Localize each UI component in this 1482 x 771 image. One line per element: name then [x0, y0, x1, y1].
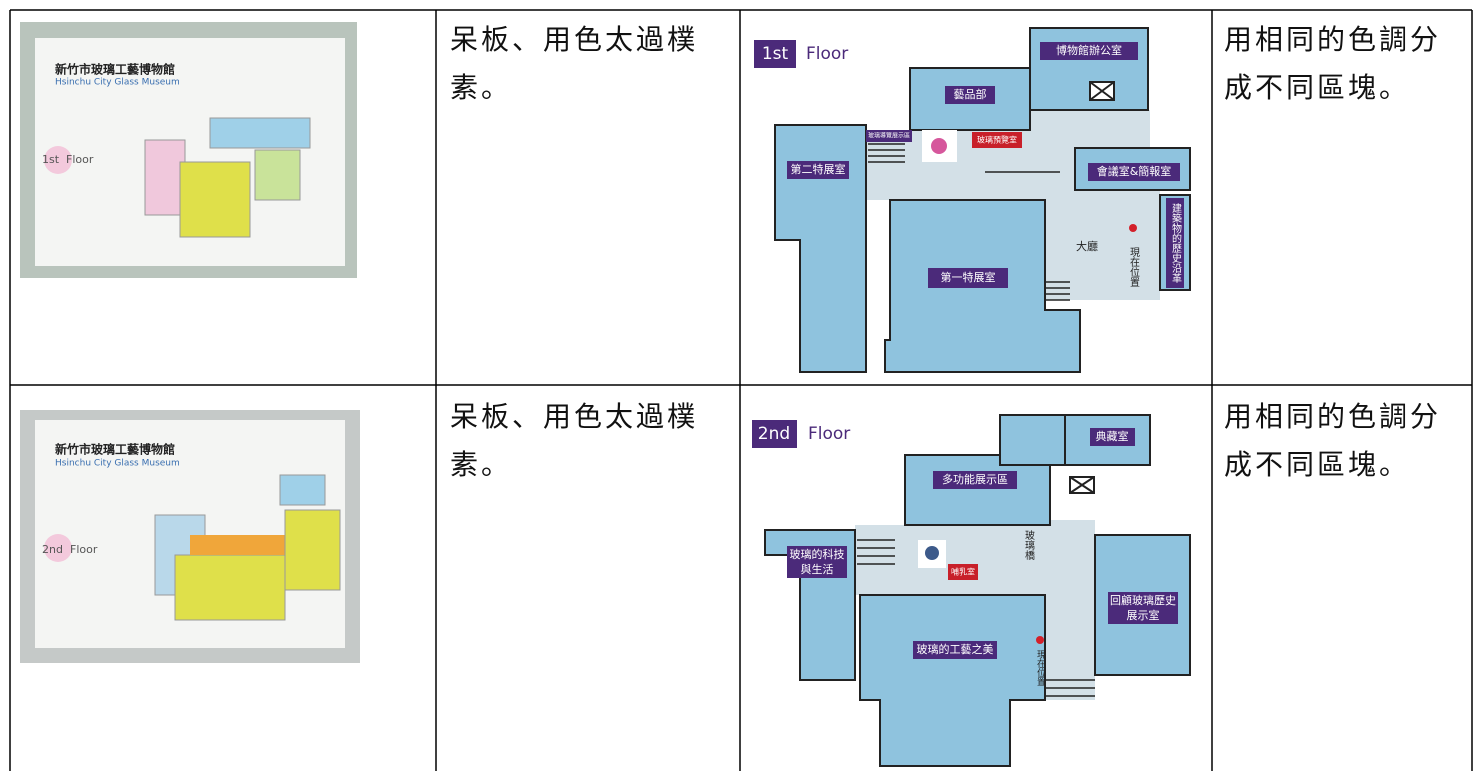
- critique: 呆板、用色太過樸素。: [450, 400, 699, 481]
- suggestion: 用相同的色調分成不同區塊。: [1224, 400, 1442, 481]
- label: Hsinchu City Glass Museum: [55, 78, 180, 88]
- shape: [999, 414, 1066, 466]
- label: 玻璃橋: [1023, 529, 1035, 561]
- label: 玻璃的工藝之美: [917, 642, 994, 656]
- label: 藝品部: [954, 87, 987, 101]
- shape: [972, 132, 1022, 148]
- critique: 呆板、用色太過樸素。: [450, 23, 699, 104]
- table-grid: [9, 9, 1473, 771]
- shape: [752, 420, 797, 448]
- label: 回顧玻璃歷史: [1110, 593, 1176, 607]
- shape: [144, 139, 186, 216]
- shape: [44, 534, 72, 562]
- shape: [913, 641, 997, 659]
- shape: [209, 117, 311, 149]
- shape: [948, 564, 978, 580]
- shape: [254, 149, 301, 201]
- shape: [931, 138, 947, 154]
- label: 哺乳室: [951, 567, 975, 577]
- label: 玻璃的科技: [790, 547, 845, 561]
- shape: [928, 268, 1008, 288]
- shape: [179, 161, 251, 238]
- shape: [857, 539, 1095, 697]
- label: 展示室: [1127, 608, 1160, 622]
- shape: [945, 86, 995, 104]
- label: 2nd: [42, 543, 63, 556]
- label: 與生活: [801, 562, 834, 576]
- label: 第二特展室: [791, 162, 846, 176]
- shape: [284, 509, 341, 591]
- label: 建築物的歷史沿革: [1170, 202, 1182, 283]
- shape: [1036, 636, 1044, 644]
- label: 現在位置: [1128, 247, 1140, 287]
- shape: [1088, 163, 1180, 181]
- shape: [925, 546, 939, 560]
- shape: [855, 520, 1095, 700]
- shape: [787, 546, 847, 578]
- label: 會議室&簡報室: [1097, 164, 1172, 178]
- label: Floor: [808, 424, 850, 444]
- label: Floor: [70, 543, 98, 556]
- shape: [1040, 42, 1138, 60]
- shape: [774, 124, 867, 373]
- label: 多功能展示區: [942, 472, 1008, 486]
- shape: [754, 40, 796, 68]
- label: 大廳: [1076, 239, 1098, 253]
- shape: [1069, 476, 1095, 494]
- shape: [866, 130, 912, 142]
- label: Hsinchu City Glass Museum: [55, 459, 180, 469]
- photo: 新竹市玻璃工藝博物館 Hsinchu City Glass Museum 1st…: [20, 22, 357, 278]
- label: 博物館辦公室: [1056, 43, 1122, 57]
- suggestion: 用相同的色調分成不同區塊。: [1224, 23, 1442, 104]
- label: 玻璃預覽室: [977, 135, 1017, 145]
- shape: [1166, 198, 1184, 288]
- shape: [279, 474, 326, 506]
- shape: [190, 535, 285, 555]
- label: 玻璃導覽展示區: [868, 132, 910, 140]
- shape: [1090, 428, 1135, 446]
- label: 典藏室: [1096, 429, 1129, 443]
- label: 第一特展室: [941, 270, 996, 284]
- label: 1st: [42, 153, 60, 166]
- label: 2nd: [758, 424, 790, 444]
- floor-plan: 2nd Floor 典藏室 多功能展示區 玻璃橋 玻璃的科技 與生活 哺乳室 回…: [752, 414, 1191, 767]
- shape: [1089, 81, 1115, 101]
- label: 新竹市玻璃工藝博物館: [55, 62, 175, 77]
- shape: [787, 161, 849, 179]
- floor-plan: 1st Floor 博物館辦公室 藝品部 玻璃導覽展示區 玻璃預覽室 第二特展室…: [754, 27, 1191, 373]
- label: 1st: [762, 44, 789, 64]
- label: 新竹市玻璃工藝博物館: [55, 442, 175, 457]
- label: 現在位置: [1035, 650, 1046, 686]
- label: Floor: [66, 153, 94, 166]
- shape: [904, 454, 1051, 526]
- shape: [1108, 592, 1178, 624]
- photo: 新竹市玻璃工藝博物館 Hsinchu City Glass Museum 2nd…: [20, 410, 360, 663]
- shape: [44, 146, 72, 174]
- shape: [174, 554, 286, 621]
- shape: [1129, 224, 1137, 232]
- label: Floor: [806, 44, 848, 64]
- shape: [859, 594, 1046, 767]
- shape: [933, 471, 1017, 489]
